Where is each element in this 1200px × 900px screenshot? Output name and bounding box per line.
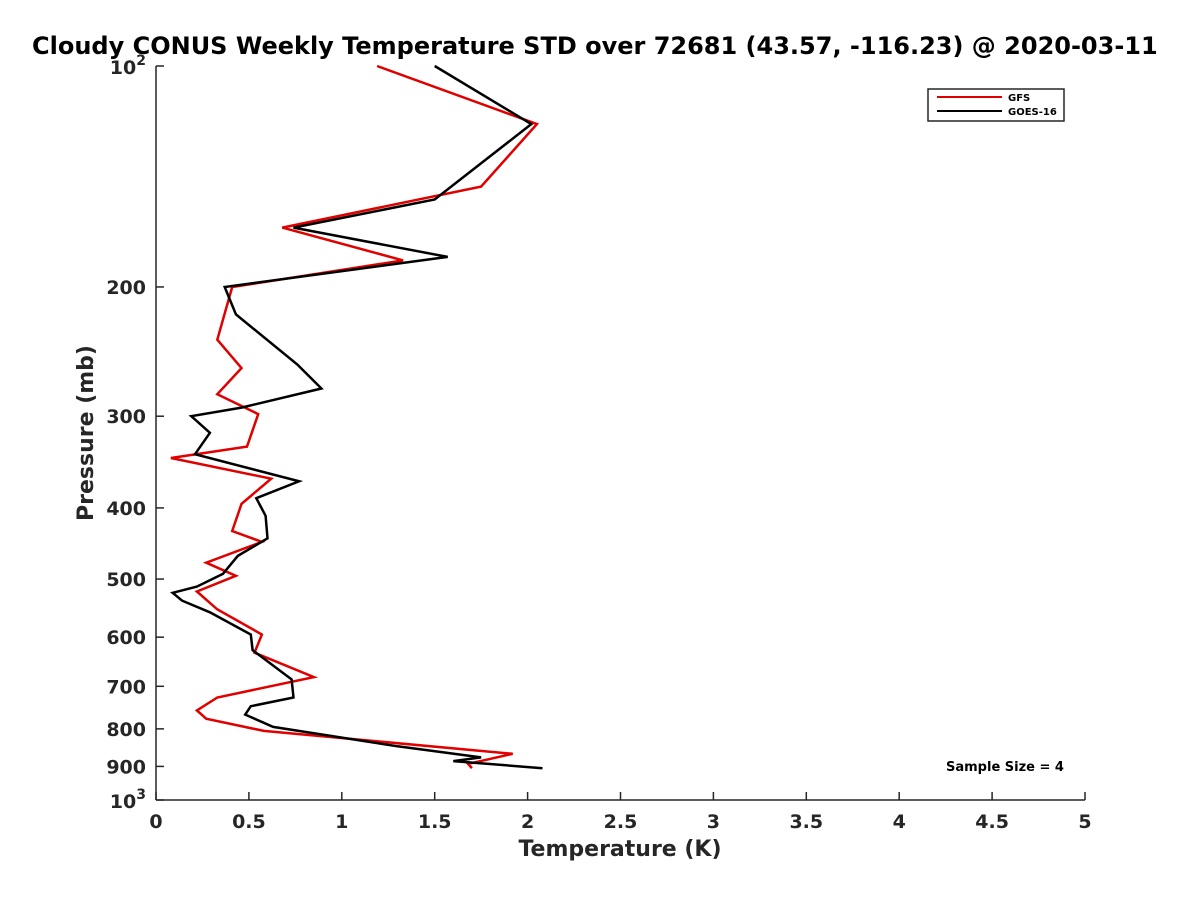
plot-area: 0 0.5 1 1.5 2 2.5 3 3.5 4 4.5 5 200 300 400 500 600 700… [106,53,1091,833]
series-line-gfs [170,64,540,770]
x-tick-label: 5 [1078,811,1091,833]
series-line-goes16 [170,64,543,770]
y-axis-ticks: 200 300 400 500 600 700 800 900 102 103 [106,53,164,813]
chart-title: Cloudy CONUS Weekly Temperature STD over… [32,32,1158,60]
y-tick-label: 200 [106,277,146,299]
x-tick-label: 1.5 [418,811,452,833]
x-tick-label: 3 [707,811,720,833]
series-lines [170,64,543,770]
y-tick-label: 800 [106,719,146,741]
legend: GFS GOES-16 [927,88,1065,122]
legend-label-goes16: GOES-16 [1008,107,1057,118]
y-axis-label: Pressure (mb) [74,345,99,521]
y-tick-label: 600 [106,627,146,649]
x-axis-label: Temperature (K) [518,837,721,862]
x-tick-label: 4.5 [975,811,1009,833]
x-tick-label: 4 [893,811,906,833]
y-tick-label: 900 [106,756,146,778]
y-tick-label: 400 [106,498,146,520]
legend-box [927,88,1065,122]
x-tick-label: 3.5 [789,811,823,833]
x-axis-ticks: 0 0.5 1 1.5 2 2.5 3 3.5 4 4.5 5 [149,792,1092,833]
x-tick-label: 1 [335,811,348,833]
sample-size-annotation: Sample Size = 4 [946,760,1064,775]
y-tick-power-label: 103 [110,787,146,813]
x-tick-label: 0 [149,811,162,833]
legend-label-gfs: GFS [1008,93,1030,104]
y-tick-label: 700 [106,676,146,698]
y-tick-power-label: 102 [110,53,146,79]
x-tick-label: 0.5 [232,811,266,833]
y-tick-label: 300 [106,406,146,428]
x-tick-label: 2 [521,811,534,833]
y-tick-label: 500 [106,569,146,591]
x-tick-label: 2.5 [604,811,638,833]
